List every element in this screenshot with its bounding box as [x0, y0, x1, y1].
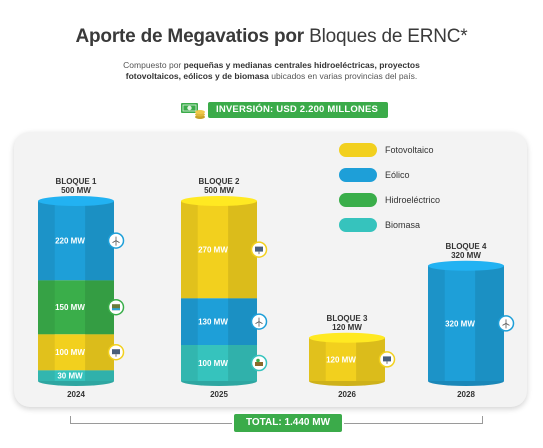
- block-name-2024: BLOQUE 1: [56, 177, 97, 186]
- subtitle-part-1: Compuesto por: [123, 60, 182, 70]
- investment-label: INVERSIÓN: USD 2.200 MILLONES: [208, 102, 389, 118]
- bar-top-2024: [38, 196, 114, 206]
- bar-top-2026: [309, 332, 385, 343]
- wind-turbine-icon-blade: [112, 240, 117, 243]
- block-total-2024: 500 MW: [61, 186, 91, 195]
- money-icon: [180, 99, 206, 121]
- wind-turbine-icon-blade: [115, 240, 120, 243]
- bar-shade-left-2025-Biomasa: [181, 345, 198, 381]
- bar-shade-left-2026-Fotovoltaico: [309, 337, 326, 381]
- year-label-2025: 2025: [210, 390, 228, 399]
- bar-shade-left-2024-Hidroeléctrico: [38, 280, 55, 335]
- block-total-2028: 320 MW: [451, 251, 481, 260]
- bar-shade-left-2025-Fotovoltaico: [181, 201, 198, 299]
- segment-label-2025-Biomasa: 100 MW: [198, 359, 228, 368]
- wind-turbine-icon-blade: [505, 323, 510, 326]
- year-label-2026: 2026: [338, 390, 356, 399]
- legend-label-Hidroeléctrico: Hidroeléctrico: [385, 195, 440, 205]
- dam-icon-wall: [112, 304, 120, 311]
- legend-label-Eólico: Eólico: [385, 170, 410, 180]
- title-bold: Aporte de Megavatios por: [75, 26, 305, 47]
- block-name-2025: BLOQUE 2: [199, 177, 240, 186]
- segment-label-2025-Fotovoltaico: 270 MW: [198, 246, 228, 255]
- legend-label-Biomasa: Biomasa: [385, 220, 420, 230]
- block-name-2026: BLOQUE 3: [327, 314, 368, 323]
- bar-shade-left-2024-Fotovoltaico: [38, 334, 55, 371]
- bar-shade-left-2028-Eólico: [428, 265, 445, 381]
- chart-title: Aporte de Megavatios por Bloques de ERNC…: [0, 26, 543, 48]
- biomass-icon-leaf: [256, 358, 260, 363]
- biomass-icon-body: [255, 362, 263, 366]
- segment-label-2025-Eólico: 130 MW: [198, 318, 228, 327]
- total-bracket-left: [70, 423, 232, 424]
- bar-shade-left-2025-Eólico: [181, 298, 198, 345]
- chart-subtitle: Compuesto por pequeñas y medianas centra…: [60, 60, 483, 82]
- bar-top-2025: [181, 196, 257, 206]
- segment-label-2024-Eólico: 220 MW: [55, 237, 85, 246]
- solar-panel-icon-panel: [112, 349, 120, 355]
- subtitle-bold-1: pequeñas y medianas centrales hidroeléct…: [183, 60, 420, 70]
- subtitle-bold-2: fotovoltaicos, eólicos y de biomasa: [125, 71, 269, 81]
- bar-shade-left-2024-Eólico: [38, 201, 55, 281]
- solar-panel-icon-panel: [383, 356, 391, 362]
- block-name-2028: BLOQUE 4: [446, 242, 487, 251]
- wind-turbine-icon-blade: [258, 321, 263, 324]
- solar-panel-icon-panel: [255, 246, 263, 252]
- bar-shade-left-2024-Biomasa: [38, 370, 55, 381]
- legend-label-Fotovoltaico: Fotovoltaico: [385, 145, 434, 155]
- segment-label-2024-Hidroeléctrico: 150 MW: [55, 303, 85, 312]
- bar-segment-2024-Biomasa: [38, 370, 114, 381]
- legend-swatch-Hidroeléctrico: [339, 193, 377, 207]
- dam-icon-water: [112, 308, 120, 311]
- subtitle-part-2: ubicados en varias provincias del país.: [271, 71, 418, 81]
- legend-swatch-Biomasa: [339, 218, 377, 232]
- segment-label-2024-Fotovoltaico: 100 MW: [55, 348, 85, 357]
- total-bracket-tick-left: [70, 416, 71, 424]
- wind-turbine-icon-blade: [502, 323, 507, 326]
- legend-swatch-Eólico: [339, 168, 377, 182]
- block-total-2026: 120 MW: [332, 323, 362, 332]
- legend-swatch-Fotovoltaico: [339, 143, 377, 157]
- segment-label-2026-Fotovoltaico: 120 MW: [326, 355, 356, 364]
- total-bracket-right: [344, 423, 482, 424]
- title-light: Bloques de ERNC*: [309, 26, 468, 47]
- total-bracket-tick-right: [482, 416, 483, 424]
- segment-label-2024-Biomasa: 30 MW: [57, 372, 83, 381]
- investment-badge: INVERSIÓN: USD 2.200 MILLONES: [180, 99, 389, 121]
- bar-shade-right-2024-Biomasa: [85, 370, 114, 381]
- year-label-2028: 2028: [457, 390, 475, 399]
- segment-label-2028-Eólico: 320 MW: [445, 319, 475, 328]
- bar-top-2028: [428, 260, 504, 271]
- year-label-2024: 2024: [67, 390, 85, 399]
- wind-turbine-icon-blade: [255, 321, 260, 324]
- total-badge: TOTAL: 1.440 MW: [234, 414, 342, 432]
- block-total-2025: 500 MW: [204, 186, 234, 195]
